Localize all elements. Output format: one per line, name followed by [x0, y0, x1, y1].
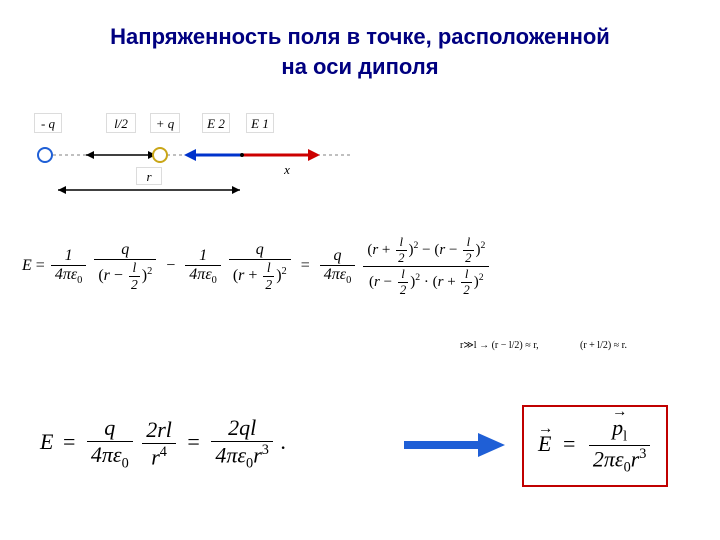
approx-note-2: (r + l/2) ≈ r.	[580, 340, 627, 351]
label-E1: E 1	[246, 113, 274, 133]
diagram-svg	[20, 105, 360, 205]
frac-bigdiff: (r + l2)2 − (r − l2)2 (r − l2)2 · (r + l…	[363, 235, 489, 298]
equation-simplified: E = q 4πε0 2rl r4 = 2ql 4πε0r3 .	[40, 415, 286, 473]
label-minus-q: - q	[34, 113, 62, 133]
label-r: r	[136, 167, 162, 185]
frac-2ql-4pie0r3: 2ql 4πε0r3	[211, 415, 273, 473]
frac-q-4pie0-2: q 4πε0	[87, 415, 133, 472]
result-eq: E = pl 2πε0r3	[538, 431, 652, 456]
sym-E: E	[22, 257, 32, 274]
label-E2: E 2	[202, 113, 230, 133]
frac-1-4pie0-a: 1 4πε0	[51, 247, 87, 286]
equation-expansion: E = 1 4πε0 q (r − l2)2 − 1 4πε0 q (r + l…	[22, 235, 491, 298]
label-x: x	[278, 161, 296, 179]
sym-E2: E	[40, 429, 53, 454]
frac-2rl-r4: 2rl r4	[142, 417, 176, 470]
charge-negative	[37, 147, 53, 163]
frac-q-rminus: q (r − l2)2	[94, 241, 156, 293]
frac-1-4pie0-b: 1 4πε0	[185, 247, 221, 286]
sym-eq: =	[36, 257, 45, 274]
result-formula-box: E = pl 2πε0r3	[522, 405, 668, 487]
sym-dot: .	[280, 429, 286, 454]
sym-eq2: =	[297, 257, 314, 274]
label-plus-q: + q	[150, 113, 180, 133]
dipole-diagram: - q l/2 + q E 2 E 1 r x	[20, 105, 360, 205]
vec-E: E	[538, 431, 551, 457]
frac-q-4pie0: q 4πε0	[320, 247, 356, 286]
page-title: Напряженность поля в точке, расположенно…	[0, 22, 720, 81]
label-l-half: l/2	[106, 113, 136, 133]
frac-q-rplus: q (r + l2)2	[229, 241, 291, 293]
frac-pl-2pie0r3: pl 2πε0r3	[589, 415, 651, 477]
title-line2: на оси диполя	[281, 54, 438, 79]
approx-note-1: r≫l → (r − l/2) ≈ r,	[460, 340, 539, 351]
title-line1: Напряженность поля в точке, расположенно…	[110, 24, 610, 49]
charge-positive	[152, 147, 168, 163]
sym-minus: −	[162, 257, 179, 274]
implication-arrow-icon	[400, 430, 510, 460]
